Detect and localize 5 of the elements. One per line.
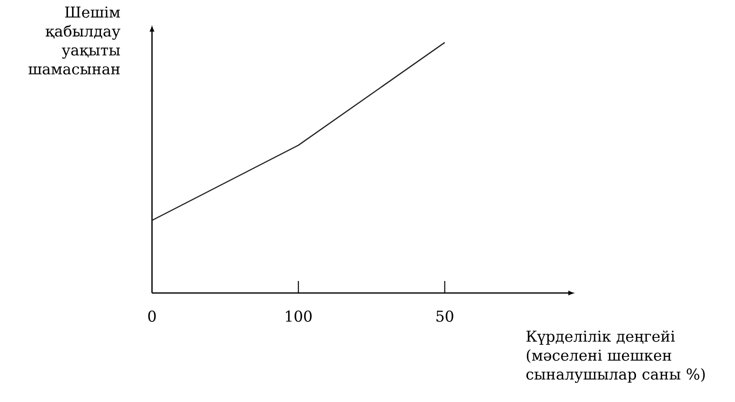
x-tick-label: 0 <box>148 310 156 322</box>
x-axis-title: Күрделілік деңгейі (мәселені шешкен сыналушылар саны %) <box>526 330 705 383</box>
y-axis-title: Шешім қабылдау уақыты шамасынан <box>28 6 120 75</box>
x-tick-label: 100 <box>286 310 312 322</box>
x-tick-label: 50 <box>436 310 454 322</box>
